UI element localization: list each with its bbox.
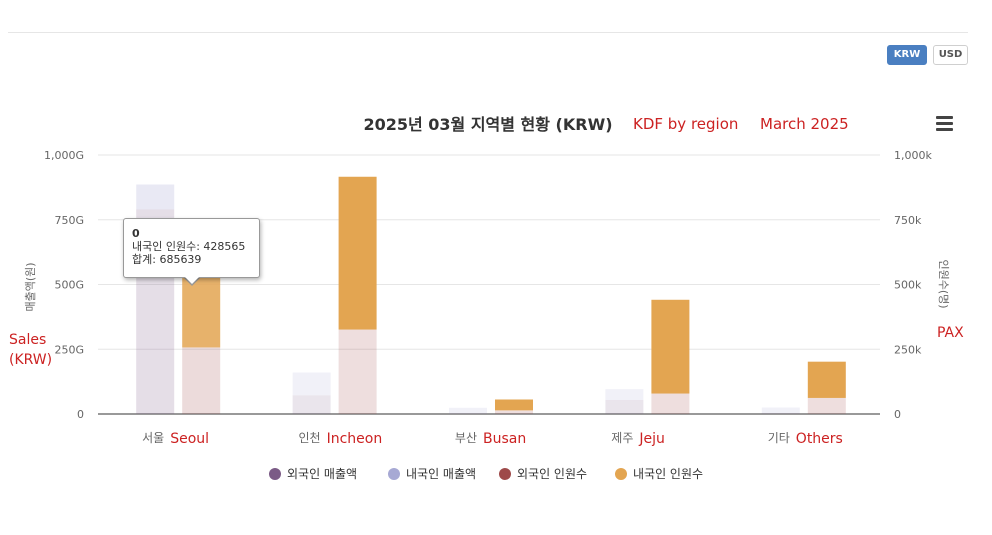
bar-sales-1-2[interactable] xyxy=(449,407,487,414)
bar-sales-0-1[interactable] xyxy=(292,395,331,414)
x-category-label: 서울 xyxy=(142,431,164,445)
left-axis-annotation-1: Sales xyxy=(9,332,46,348)
legend-label[interactable]: 내국인 인원수 xyxy=(633,467,703,481)
y-right-tick-label: 250k xyxy=(894,343,922,356)
x-category-label: 기타 xyxy=(768,431,790,445)
left-axis-title: 매출액(원) xyxy=(24,262,37,311)
y-right-tick-label: 0 xyxy=(894,408,901,421)
bar-sales-0-3[interactable] xyxy=(605,400,644,414)
y-right-tick-label: 1,000k xyxy=(894,149,932,162)
bar-sales-0-2[interactable] xyxy=(449,413,487,414)
chart-title: 2025년 03월 지역별 현황 (KRW) xyxy=(363,115,612,134)
y-left-tick-label: 250G xyxy=(54,343,84,356)
bar-sales-0-4[interactable] xyxy=(761,413,800,414)
tooltip-line-1: 내국인 인원수: 428565 xyxy=(132,240,246,253)
bar-pax-1-4[interactable] xyxy=(807,361,846,398)
bar-sales-1-0[interactable] xyxy=(136,184,175,210)
bar-sales-1-4[interactable] xyxy=(761,407,800,414)
y-right-tick-label: 750k xyxy=(894,214,922,227)
legend-marker[interactable] xyxy=(388,468,400,480)
bar-pax-1-2[interactable] xyxy=(495,399,533,411)
bar-pax-1-1[interactable] xyxy=(338,176,377,330)
x-category-label: 인천 xyxy=(299,430,321,445)
x-category-label: 부산 xyxy=(455,431,477,445)
y-left-tick-label: 500G xyxy=(54,279,84,292)
legend-marker[interactable] xyxy=(499,468,511,480)
bar-sales-1-1[interactable] xyxy=(292,372,331,396)
tooltip-line-2: 합계: 685639 xyxy=(132,253,202,266)
x-category-label: 제주 xyxy=(611,431,633,445)
x-category-annotation: Others xyxy=(796,431,843,447)
currency-usd-button[interactable]: USD xyxy=(933,45,968,65)
legend-label[interactable]: 외국인 인원수 xyxy=(517,467,587,481)
legend-label[interactable]: 내국인 매출액 xyxy=(406,467,476,481)
title-annotation-date: March 2025 xyxy=(760,115,849,133)
x-category-annotation: Busan xyxy=(483,431,526,447)
tooltip-title: 0 xyxy=(132,227,140,240)
right-axis-annotation: PAX xyxy=(937,325,964,341)
tooltip-arrow xyxy=(185,277,199,284)
bar-pax-0-0[interactable] xyxy=(182,347,221,414)
x-category-annotation: Incheon xyxy=(327,431,383,447)
left-axis-annotation-2: (KRW) xyxy=(9,352,52,368)
top-divider xyxy=(8,32,968,33)
bar-pax-0-1[interactable] xyxy=(338,329,377,414)
legend-label[interactable]: 외국인 매출액 xyxy=(287,467,357,481)
bar-sales-1-3[interactable] xyxy=(605,389,644,401)
legend-marker[interactable] xyxy=(615,468,627,480)
title-annotation-en: KDF by region xyxy=(633,115,738,133)
x-category-annotation: Jeju xyxy=(638,431,665,447)
y-right-tick-label: 500k xyxy=(894,279,922,292)
bar-pax-0-4[interactable] xyxy=(807,397,846,414)
chart-menu-icon[interactable] xyxy=(936,116,953,131)
legend-marker[interactable] xyxy=(269,468,281,480)
bar-pax-0-2[interactable] xyxy=(495,410,533,414)
bar-pax-1-3[interactable] xyxy=(651,299,690,394)
y-left-tick-label: 1,000G xyxy=(44,149,84,162)
currency-krw-button[interactable]: KRW xyxy=(887,45,927,65)
x-category-annotation: Seoul xyxy=(170,431,209,447)
y-left-tick-label: 750G xyxy=(54,214,84,227)
chart-tooltip: 0 내국인 인원수: 428565 합계: 685639 xyxy=(123,218,260,278)
right-axis-title: 인원수(명) xyxy=(937,259,950,308)
y-left-tick-label: 0 xyxy=(77,408,84,421)
bar-pax-0-3[interactable] xyxy=(651,393,690,414)
